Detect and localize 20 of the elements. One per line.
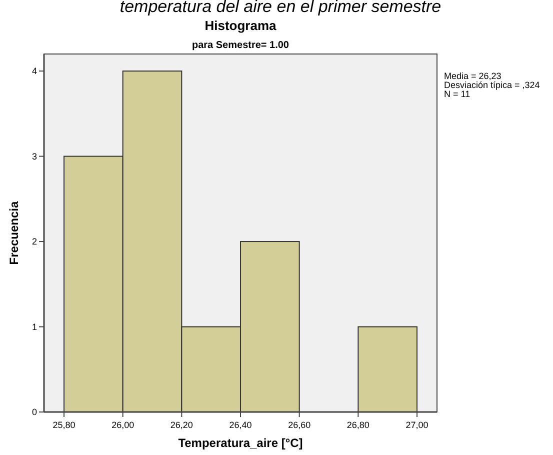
y-tick-label: 2 bbox=[32, 236, 37, 247]
y-tick-label: 4 bbox=[32, 66, 37, 76]
x-tick-label: 26,40 bbox=[229, 420, 252, 430]
text: temperatura del aire en el primer semestre bbox=[120, 0, 442, 16]
text: N = 11 bbox=[444, 89, 470, 99]
x-axis-title: Temperatura_aire [°C] bbox=[178, 436, 303, 450]
y-axis-title: Frecuencia bbox=[7, 201, 21, 265]
y-tick-label: 0 bbox=[32, 407, 37, 417]
y-tick-label: 3 bbox=[32, 151, 37, 162]
text: Desviación típica = ,324 bbox=[444, 80, 540, 90]
x-tick-label: 25,80 bbox=[52, 420, 76, 430]
x-tick-label: 26,80 bbox=[346, 420, 370, 430]
x-tick-label: 26,60 bbox=[288, 420, 311, 430]
y-tick-label: 1 bbox=[32, 322, 37, 332]
chart-title: Histograma bbox=[204, 18, 278, 33]
chart-subtitle: para Semestre= 1.00 bbox=[192, 40, 290, 51]
text: Media = 26,23 bbox=[444, 71, 502, 81]
x-tick-label: 27,00 bbox=[406, 420, 428, 430]
x-tick-label: 26,20 bbox=[170, 420, 193, 430]
x-tick-label: 26,00 bbox=[112, 420, 134, 430]
